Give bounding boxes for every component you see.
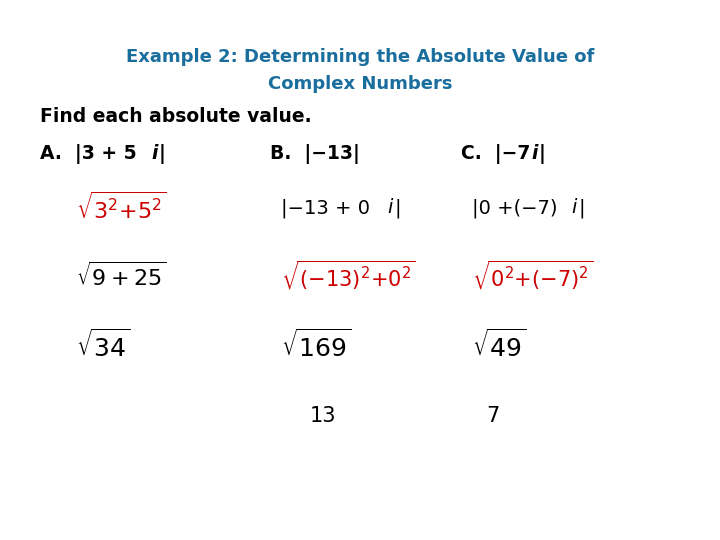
Text: $\sqrt{\mathregular{9 + 25}}$: $\sqrt{\mathregular{9 + 25}}$ <box>76 261 166 289</box>
Text: $\sqrt{\mathregular{49}}$: $\sqrt{\mathregular{49}}$ <box>472 329 526 362</box>
Text: $\sqrt{(\mathregular{-13})^{2}\mathregular{+0}^{2}}$: $\sqrt{(\mathregular{-13})^{2}\mathregul… <box>281 259 415 292</box>
Text: $\sqrt{\mathregular{169}}$: $\sqrt{\mathregular{169}}$ <box>281 329 351 362</box>
Text: Complex Numbers: Complex Numbers <box>268 75 452 93</box>
Text: $\sqrt{\mathregular{34}}$: $\sqrt{\mathregular{34}}$ <box>76 329 130 362</box>
Text: $\sqrt{\mathregular{3}^{2}\mathregular{+5}^{2}}$: $\sqrt{\mathregular{3}^{2}\mathregular{+… <box>76 192 166 224</box>
Text: A.  |3 + 5: A. |3 + 5 <box>40 144 136 164</box>
Text: i: i <box>571 198 576 218</box>
Text: 7: 7 <box>486 406 499 426</box>
Text: i: i <box>387 198 392 218</box>
Text: |: | <box>578 198 585 218</box>
Text: |: | <box>395 198 401 218</box>
Text: 13: 13 <box>310 406 336 426</box>
Text: |: | <box>158 144 166 164</box>
Text: B.  |−13|: B. |−13| <box>270 144 360 164</box>
Text: Find each absolute value.: Find each absolute value. <box>40 106 311 126</box>
Text: |: | <box>539 144 546 164</box>
Text: |−13 + 0: |−13 + 0 <box>281 198 370 218</box>
Text: |0 +(−7): |0 +(−7) <box>472 198 557 218</box>
Text: i: i <box>151 144 158 164</box>
Text: i: i <box>531 144 538 164</box>
Text: $\sqrt{\mathregular{0}^{2}\mathregular{+(-7)}^{2}}$: $\sqrt{\mathregular{0}^{2}\mathregular{+… <box>472 259 593 292</box>
Text: Example 2: Determining the Absolute Value of: Example 2: Determining the Absolute Valu… <box>126 48 594 66</box>
Text: C.  |−7: C. |−7 <box>461 144 530 164</box>
